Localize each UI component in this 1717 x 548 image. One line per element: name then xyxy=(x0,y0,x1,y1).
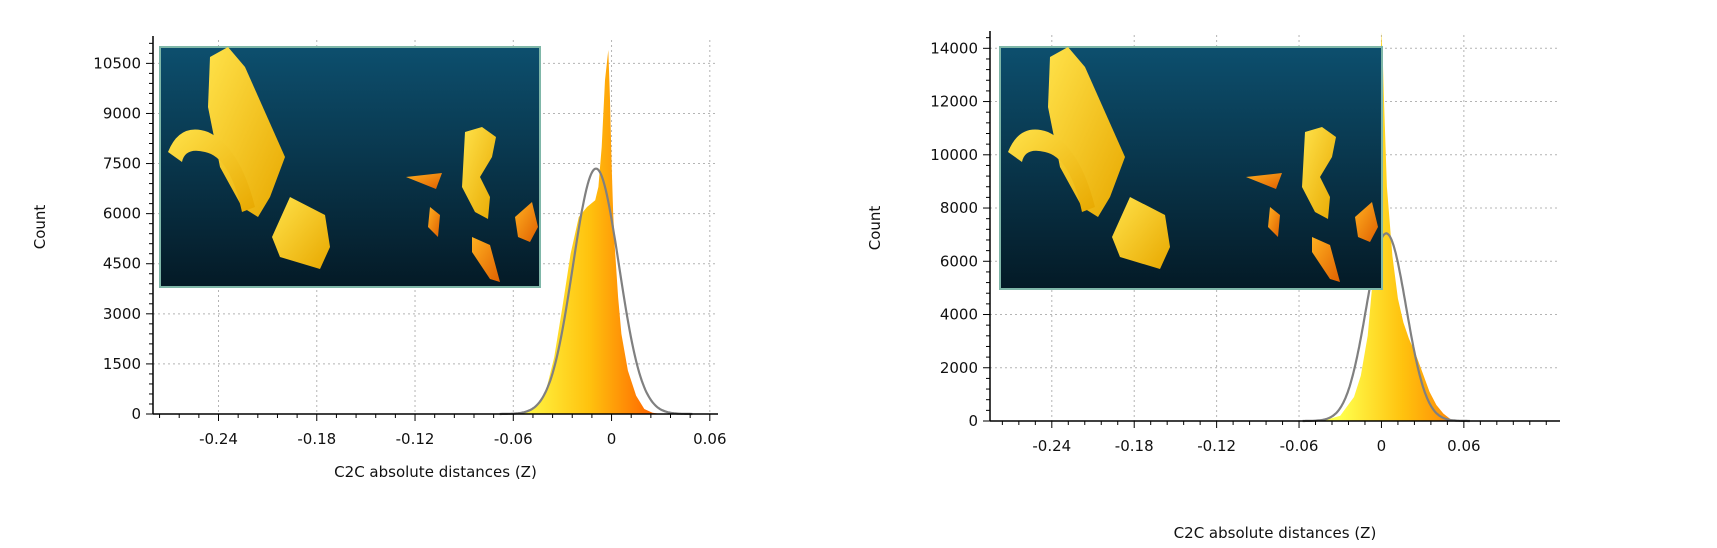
y-tick-label: 12000 xyxy=(930,93,978,111)
left-histogram-panel: 0 1500 3000 4500 6000 7500 9000 10500 -0.24 -0.18… xyxy=(31,36,727,481)
point-cloud-fragment xyxy=(1048,47,1125,217)
y-tick-label: 9000 xyxy=(103,104,141,122)
x-tick-label: -0.12 xyxy=(1197,437,1236,455)
point-cloud-fragment xyxy=(472,237,500,282)
x-tick-label: 0.06 xyxy=(1447,437,1480,455)
y-axis-title: Count xyxy=(31,205,49,250)
y-tick-label: 6000 xyxy=(940,252,978,270)
point-cloud-fragment xyxy=(428,207,440,237)
axes: 0 1500 3000 4500 6000 7500 9000 10500 -0.24 -0.18… xyxy=(93,36,727,448)
point-cloud-fragment xyxy=(1008,129,1095,212)
y-tick-label: 14000 xyxy=(930,39,978,57)
y-tick-label: 1500 xyxy=(103,355,141,373)
y-tick-label: 0 xyxy=(968,412,978,430)
point-cloud-fragment xyxy=(1302,127,1336,219)
axes: 0 2000 4000 6000 8000 10000 12000 14000 -0.24 -0.… xyxy=(930,31,1560,455)
y-tick-label: 6000 xyxy=(103,205,141,223)
point-cloud-fragment xyxy=(1246,173,1282,189)
point-cloud-fragment xyxy=(406,173,442,189)
point-cloud-fragment xyxy=(168,129,255,212)
x-tick-label: -0.18 xyxy=(297,430,336,448)
point-cloud-fragment xyxy=(1355,202,1378,242)
y-tick-label: 7500 xyxy=(103,155,141,173)
gaussian-fit-curve xyxy=(499,167,693,416)
histogram-area xyxy=(513,50,661,414)
y-tick-label: 2000 xyxy=(940,359,978,377)
gaussian-fit-curve xyxy=(1302,232,1470,423)
x-tick-label: -0.06 xyxy=(494,430,533,448)
inset-3d-view xyxy=(999,46,1383,290)
point-cloud-fragment xyxy=(1268,207,1280,237)
histogram-area xyxy=(1312,32,1457,422)
y-axis-title: Count xyxy=(866,206,884,251)
point-cloud-fragment xyxy=(462,127,496,219)
x-tick-label: -0.12 xyxy=(396,430,435,448)
y-tick-label: 0 xyxy=(131,405,141,423)
x-axis-title: C2C absolute distances (Z) xyxy=(1174,524,1377,542)
x-axis-title: C2C absolute distances (Z) xyxy=(334,463,537,481)
y-tick-label: 4000 xyxy=(940,306,978,324)
point-cloud-fragment xyxy=(515,202,538,242)
point-cloud-fragment xyxy=(272,197,330,269)
x-tick-label: 0.06 xyxy=(693,430,726,448)
y-tick-label: 10000 xyxy=(930,146,978,164)
y-tick-label: 3000 xyxy=(103,305,141,323)
x-tick-label: -0.18 xyxy=(1115,437,1154,455)
x-tick-label: -0.24 xyxy=(199,430,238,448)
x-tick-label: -0.06 xyxy=(1280,437,1319,455)
x-tick-label: -0.24 xyxy=(1032,437,1071,455)
x-tick-label: 0 xyxy=(607,430,617,448)
y-tick-label: 10500 xyxy=(93,54,141,72)
point-cloud-fragment xyxy=(208,47,285,217)
point-cloud-fragment xyxy=(1112,197,1170,269)
y-tick-label: 4500 xyxy=(103,255,141,273)
inset-3d-view xyxy=(159,46,541,288)
right-histogram-panel: 0 2000 4000 6000 8000 10000 12000 14000 -0.24 -0.… xyxy=(866,31,1560,542)
point-cloud-fragment xyxy=(1312,237,1340,282)
x-tick-label: 0 xyxy=(1377,437,1387,455)
y-tick-label: 8000 xyxy=(940,199,978,217)
